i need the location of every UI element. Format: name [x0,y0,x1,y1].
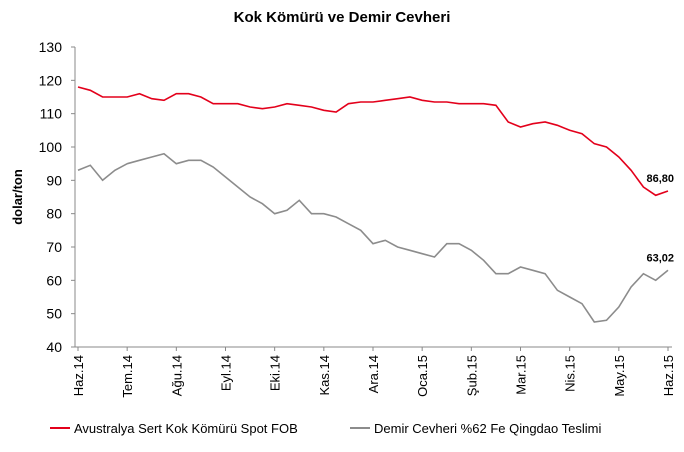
x-tick-label: Nis.15 [563,355,578,392]
y-tick-label: 100 [39,139,63,155]
y-tick-label: 50 [46,306,62,322]
y-tick-label: 130 [39,39,63,55]
series-line [77,86,669,197]
y-tick-label: 70 [46,239,62,255]
x-tick-label: Haz.14 [71,355,86,396]
legend-label: Avustralya Sert Kok Kömürü Spot FOB [74,421,298,436]
y-tick-label: 120 [39,72,63,88]
legend-label: Demir Cevheri %62 Fe Qingdao Teslimi [374,421,601,436]
x-tick-label: Mar.15 [514,355,529,395]
x-tick-label: Eki.14 [268,355,283,391]
y-tick-label: 90 [46,172,62,188]
x-tick-label: Ağu.14 [169,355,184,396]
x-tick-label: Kas.14 [317,355,332,395]
x-tick-label: Ara.14 [366,355,381,393]
y-tick-label: 80 [46,206,62,222]
y-tick-label: 60 [46,272,62,288]
x-tick-label: Eyl.14 [219,355,234,391]
x-tick-label: Oca.15 [415,355,430,397]
data-label: 86,80 [646,173,674,185]
y-tick-label: 110 [40,106,63,122]
chart-title: Kok Kömürü ve Demir Cevheri [234,9,451,26]
x-tick-label: Tem.14 [120,355,135,398]
y-tick-label: 40 [46,339,62,355]
y-axis-label: dolar/ton [10,169,25,225]
x-tick-label: May.15 [612,355,627,397]
series-line [77,152,669,323]
x-tick-label: Şub.15 [464,355,479,396]
data-label: 63,02 [646,252,674,264]
x-tick-label: Haz.15 [661,355,676,396]
